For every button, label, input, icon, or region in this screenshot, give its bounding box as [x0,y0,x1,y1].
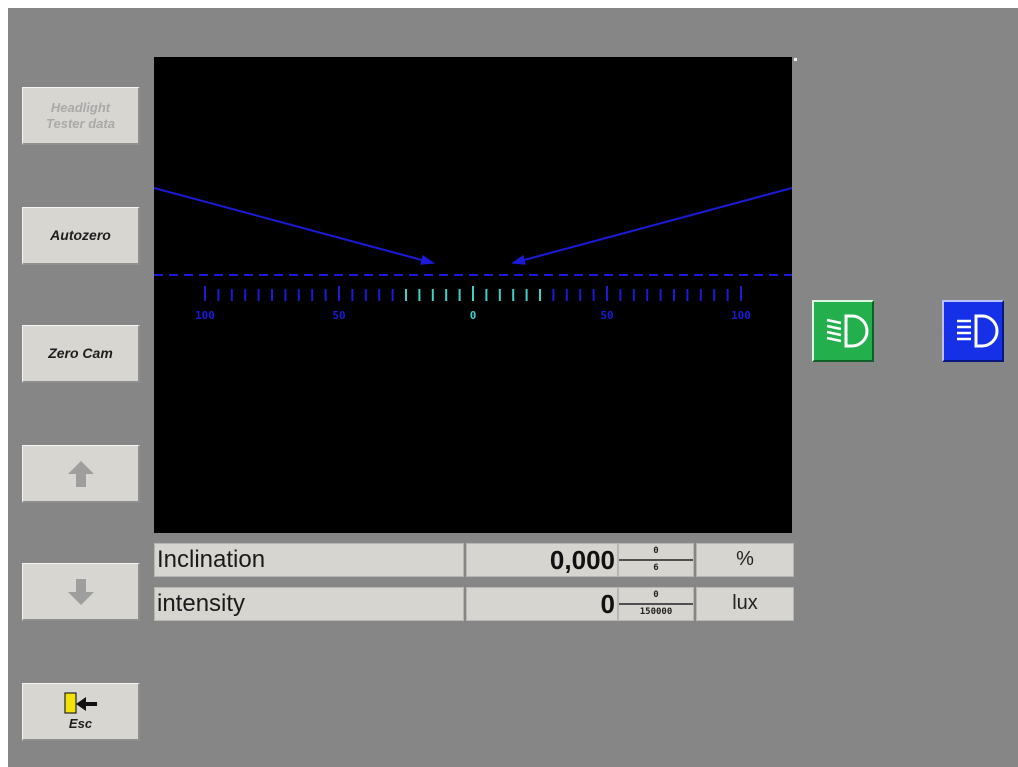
intensity-unit: lux [696,587,794,621]
arrow-up-icon [67,460,94,487]
headlight-screen: 100 50 0 50 100 [154,57,792,533]
inclination-unit: % [696,543,794,577]
right-beam-line [511,187,792,265]
inclination-value: 0,000 [466,543,618,577]
scale-label-left-100: 100 [195,309,215,322]
autozero-label: Autozero [50,227,111,243]
inclination-range-min: 0 [653,546,659,556]
intensity-value: 0 [466,587,618,621]
corner-indicator-dot [794,58,797,61]
headlight-tester-data-label-line2: Tester data [46,115,115,131]
esc-label: Esc [68,716,93,731]
intensity-range: 0 150000 [618,587,694,621]
beam-pattern-display: 100 50 0 50 100 [154,187,792,322]
headlight-tester-data-button[interactable]: Headlight Tester data [22,87,140,145]
esc-button[interactable]: Esc [22,683,140,741]
intensity-range-max: 150000 [619,603,693,620]
inclination-range-max: 6 [619,559,693,576]
low-beam-button[interactable] [812,300,874,362]
left-beam-line [154,187,435,265]
inclination-range: 0 6 [618,543,694,577]
high-beam-button[interactable] [942,300,1004,362]
autozero-button[interactable]: Autozero [22,207,140,265]
scale-label-left-50: 50 [332,309,345,322]
scale-label-right-50: 50 [600,309,613,322]
scale-ticks [204,286,742,301]
scroll-up-button[interactable] [22,445,140,503]
scale-label-center-0: 0 [470,309,477,322]
zero-cam-button[interactable]: Zero Cam [22,325,140,383]
exit-door-icon [63,692,97,714]
high-beam-headlight-icon [957,314,999,348]
headlight-tester-data-label-line1: Headlight [50,99,111,115]
zero-cam-label: Zero Cam [48,345,113,361]
app-window: Headlight Tester data Autozero Zero Cam … [8,8,1018,767]
inclination-label: Inclination [154,543,464,577]
intensity-range-min: 0 [653,590,659,600]
arrow-down-icon [67,578,94,605]
low-beam-headlight-icon [826,314,869,348]
scroll-down-button[interactable] [22,563,140,621]
intensity-label: intensity [154,587,464,621]
inclination-row: Inclination 0,000 0 6 % [154,543,794,579]
intensity-row: intensity 0 0 150000 lux [154,587,794,623]
scale-labels: 100 50 0 50 100 [195,309,751,322]
scale-label-right-100: 100 [731,309,751,322]
